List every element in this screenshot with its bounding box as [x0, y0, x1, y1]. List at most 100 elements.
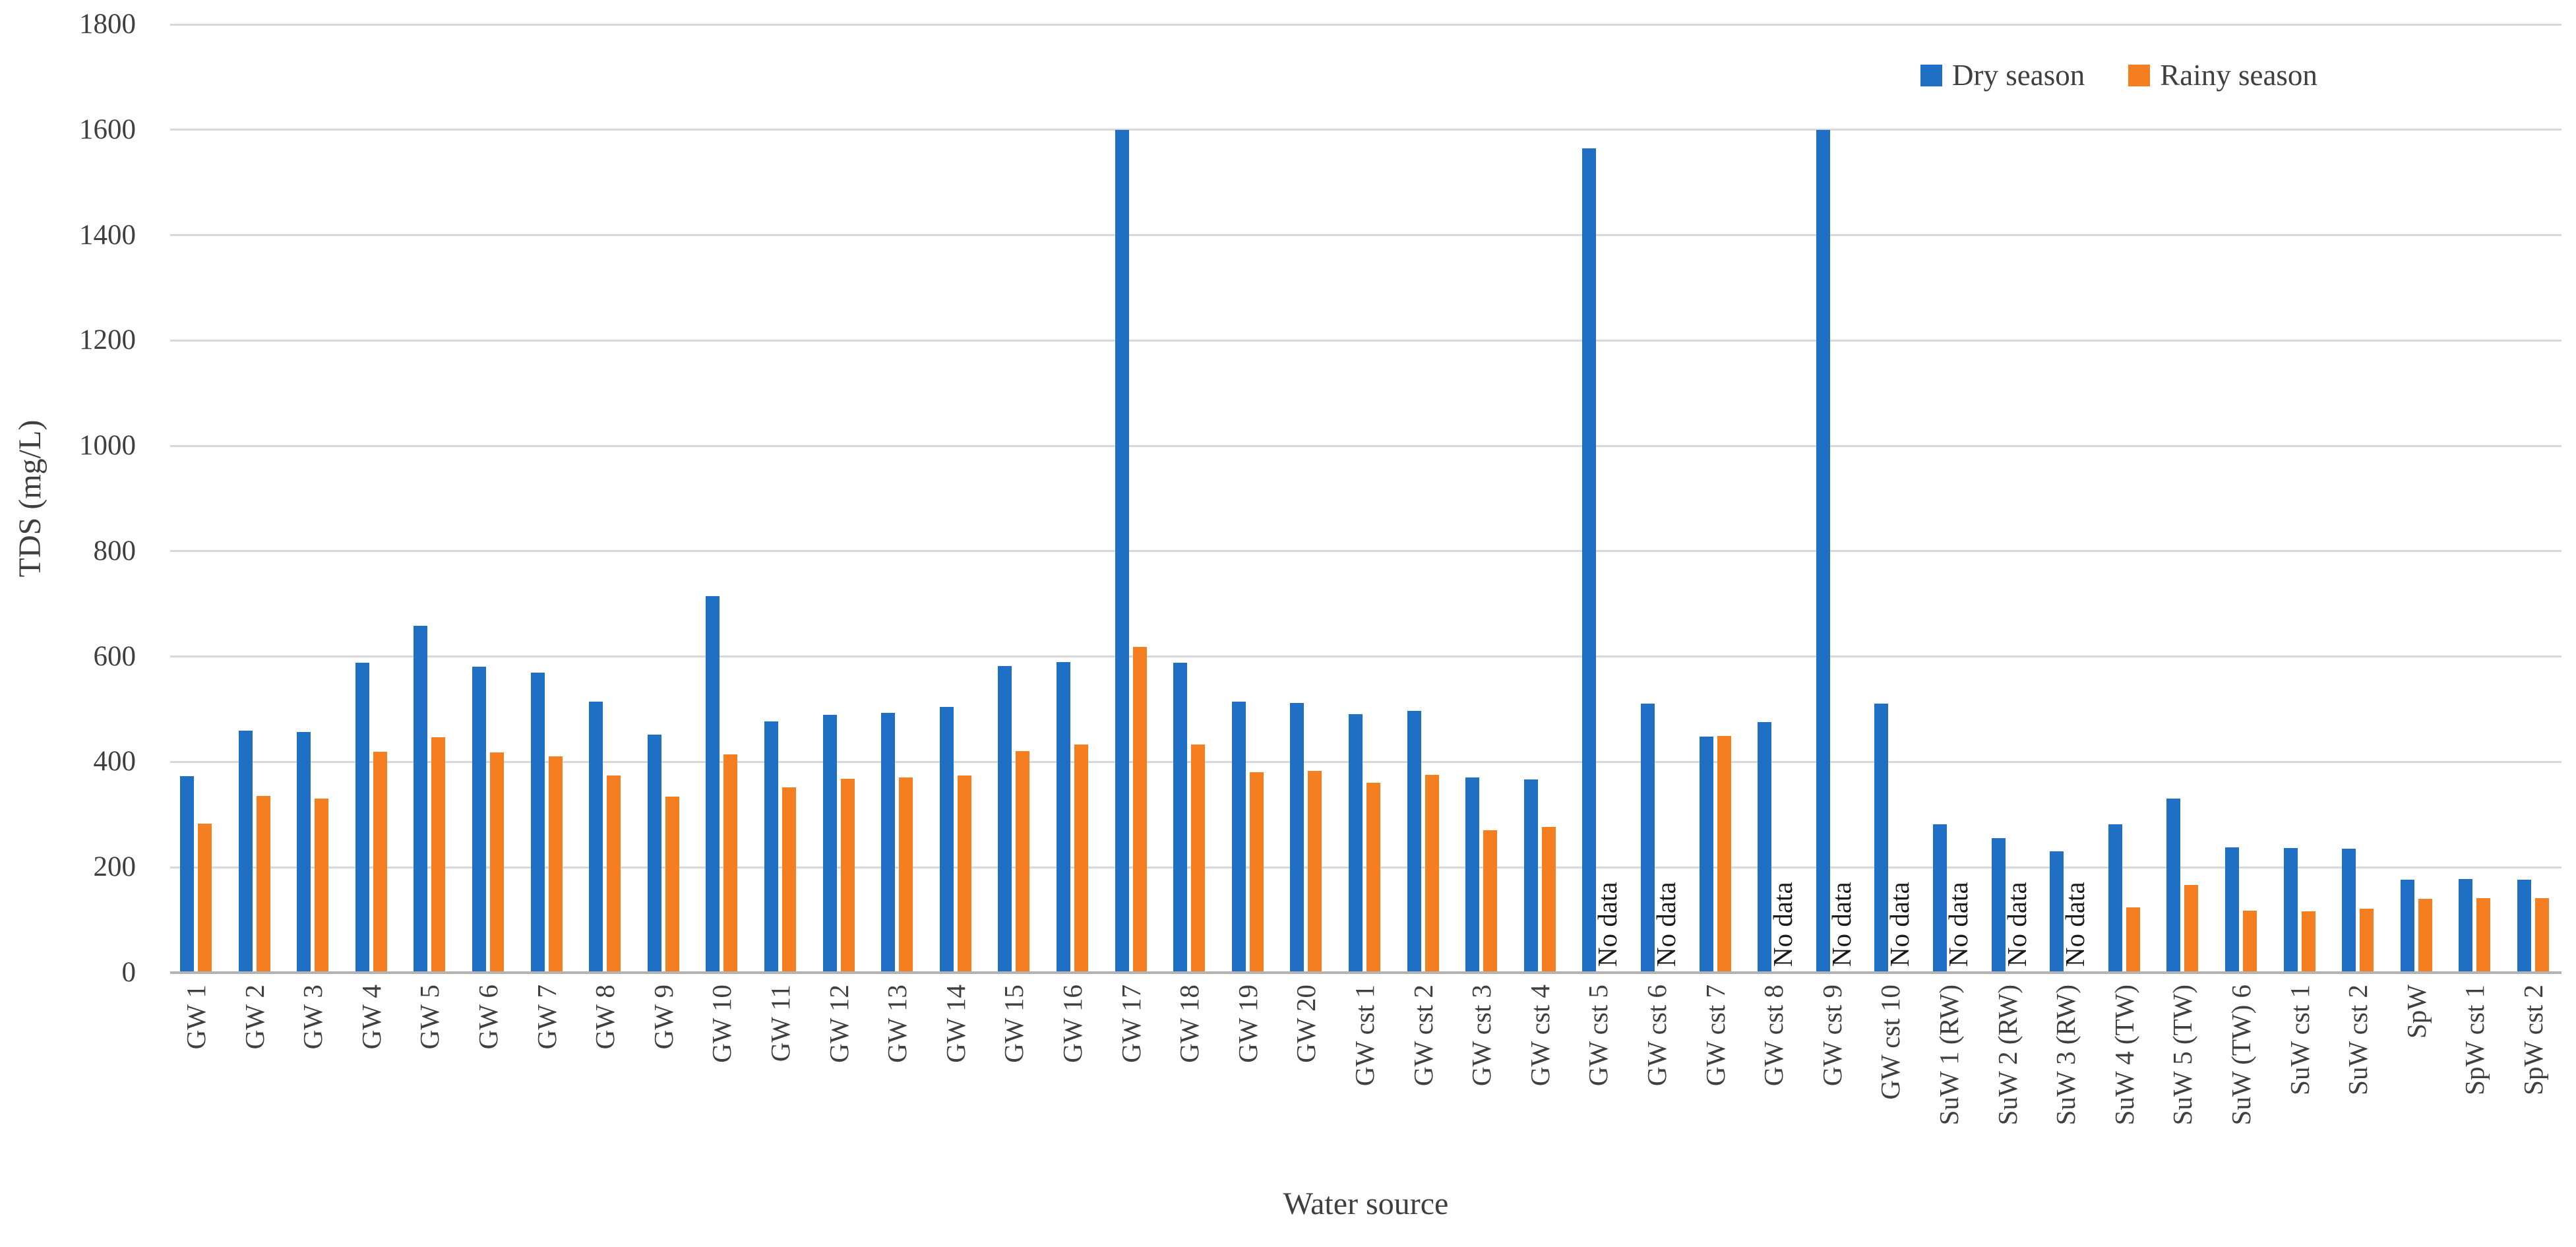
- gridline-400: [170, 760, 2561, 763]
- no-data-label: No data: [1943, 882, 1973, 967]
- rainy-bar: [665, 797, 679, 973]
- gridline-200: [170, 866, 2561, 868]
- x-tick-label: GW 9: [648, 985, 679, 1050]
- x-tick-label: SpW cst 2: [2518, 985, 2548, 1095]
- dry-bar: [2459, 878, 2473, 973]
- gridline-800: [170, 550, 2561, 553]
- y-tick-label-1600: 1600: [79, 113, 136, 145]
- x-tick-label: GW 16: [1057, 985, 1088, 1063]
- x-tick-label: SuW (TW) 6: [2226, 985, 2256, 1126]
- rainy-bar: [548, 756, 563, 973]
- dry-bar: [180, 776, 194, 973]
- x-tick-label: GW 14: [940, 985, 971, 1063]
- x-tick-label: GW 1: [181, 985, 211, 1050]
- x-tick-label: SuW 3 (RW): [2050, 985, 2081, 1126]
- dry-bar: [1173, 663, 1188, 973]
- x-tick-label: GW 13: [882, 985, 913, 1063]
- y-tick-label-200: 200: [93, 851, 137, 883]
- rainy-bar: [840, 779, 855, 973]
- y-tick-label-1000: 1000: [79, 430, 136, 462]
- dry-season-swatch-icon: [1920, 64, 1942, 86]
- dry-bar: [822, 715, 837, 973]
- no-data-label: No data: [2060, 882, 2091, 967]
- dry-bar: [706, 595, 720, 973]
- no-data-label: No data: [1884, 882, 1915, 967]
- dry-bar: [297, 731, 311, 973]
- dry-bar: [414, 625, 428, 973]
- rainy-bar: [1074, 745, 1088, 973]
- x-tick-label: GW 12: [823, 985, 854, 1063]
- dry-bar: [355, 663, 369, 973]
- dry-bar: [1699, 737, 1713, 973]
- x-tick-label: GW cst 8: [1758, 985, 1789, 1087]
- gridline-1400: [170, 234, 2561, 237]
- rainy-bar: [1425, 774, 1439, 973]
- rainy-bar: [2126, 907, 2140, 973]
- dry-bar: [2225, 847, 2239, 973]
- dry-bar: [998, 666, 1012, 973]
- x-tick-label: SuW cst 1: [2284, 985, 2315, 1095]
- x-tick-label: SuW 4 (TW): [2108, 985, 2139, 1126]
- dry-bar: [1115, 129, 1129, 973]
- rainy-bar: [1132, 647, 1147, 973]
- x-tick-label: GW cst 9: [1816, 985, 1847, 1087]
- rainy-bar: [2418, 899, 2432, 973]
- rainy-bar: [431, 737, 446, 973]
- x-tick-label: GW cst 7: [1700, 985, 1731, 1087]
- x-tick-label: GW 20: [1291, 985, 1322, 1063]
- rainy-bar: [1541, 826, 1556, 973]
- x-tick-label: SuW cst 2: [2343, 985, 2374, 1095]
- dry-bar: [2108, 824, 2122, 973]
- dry-bar: [764, 721, 778, 973]
- rainy-bar: [607, 776, 621, 973]
- x-tick-label: GW cst 3: [1466, 985, 1497, 1087]
- x-tick-label: GW cst 5: [1583, 985, 1614, 1087]
- x-tick-label: GW cst 4: [1524, 985, 1555, 1087]
- rainy-bar: [373, 752, 387, 973]
- x-tick-label: SuW 5 (TW): [2167, 985, 2198, 1126]
- x-tick-label: GW 2: [239, 985, 270, 1050]
- y-tick-label-1200: 1200: [79, 324, 136, 356]
- rainy-bar: [2301, 911, 2315, 973]
- dry-bar: [2400, 879, 2414, 973]
- x-tick-label: GW 4: [355, 985, 386, 1050]
- dry-bar: [1641, 703, 1655, 973]
- x-tick-label: GW 10: [706, 985, 737, 1063]
- dry-bar: [1582, 148, 1597, 973]
- x-tick-label: GW 8: [590, 985, 621, 1050]
- dry-bar: [2283, 848, 2298, 973]
- gridline-1000: [170, 444, 2561, 447]
- rainy-bar: [2184, 884, 2199, 973]
- y-tick-label-1800: 1800: [79, 9, 136, 40]
- dry-bar: [1816, 129, 1830, 973]
- no-data-label: No data: [2001, 882, 2032, 967]
- rainy-bar: [490, 752, 504, 973]
- legend-label-rainy-season: Rainy season: [2160, 59, 2317, 92]
- dry-bar: [1231, 702, 1246, 973]
- dry-bar: [1465, 777, 1480, 973]
- dry-bar: [1407, 710, 1421, 973]
- dry-bar: [472, 666, 486, 973]
- no-data-label: No data: [1767, 882, 1798, 967]
- dry-bar: [1933, 824, 1947, 973]
- rainy-bar: [1308, 771, 1322, 973]
- dry-bar: [589, 702, 603, 973]
- y-axis-title: TDS (mg/L): [13, 419, 47, 578]
- rainy-bar: [2535, 898, 2549, 973]
- no-data-label: No data: [1592, 882, 1623, 967]
- dry-bar: [1290, 702, 1304, 973]
- x-tick-label: GW 6: [473, 985, 503, 1050]
- rainy-bar: [198, 823, 212, 973]
- rainy-bar: [1016, 751, 1030, 973]
- rainy-bar: [899, 777, 913, 973]
- y-tick-label-0: 0: [121, 957, 137, 988]
- dry-bar: [1758, 721, 1772, 973]
- dry-bar: [238, 730, 253, 973]
- rainy-bar: [1483, 830, 1498, 973]
- y-tick-label-1400: 1400: [79, 219, 136, 251]
- dry-bar: [647, 734, 661, 973]
- x-tick-label: GW 3: [297, 985, 328, 1050]
- dry-bar: [1057, 662, 1070, 973]
- rainy-bar: [1366, 782, 1380, 973]
